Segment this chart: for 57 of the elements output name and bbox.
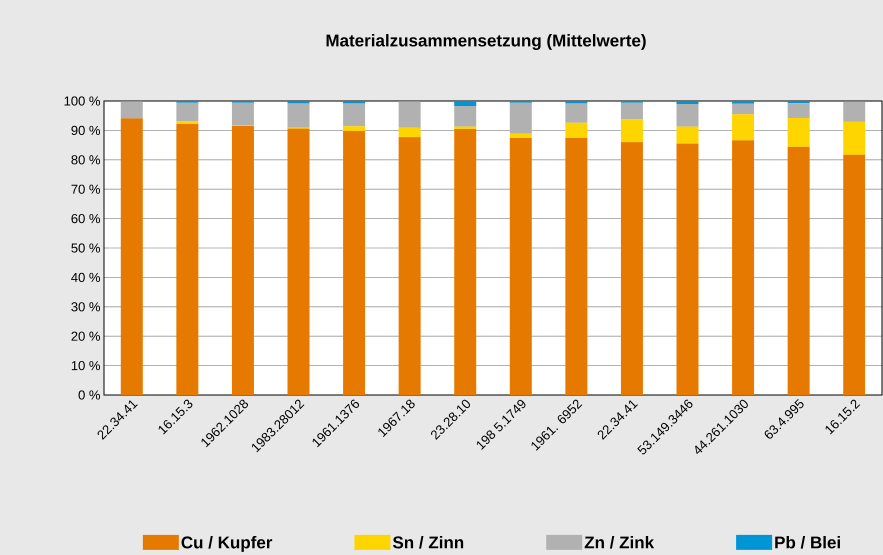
- y-tick-label: 70 %: [72, 184, 100, 194]
- bar: [788, 146, 810, 396]
- bar: [176, 102, 198, 122]
- bar: [676, 101, 699, 104]
- legend-label: Sn / Zinn: [392, 536, 464, 549]
- y-tick-label: 60 %: [72, 214, 100, 224]
- bar: [565, 138, 588, 396]
- y-tick-label: 0 %: [78, 390, 100, 400]
- bar: [732, 101, 754, 104]
- bar: [454, 101, 476, 106]
- legend-label: Zn / Zink: [584, 536, 654, 549]
- bar: [732, 140, 754, 396]
- bar: [343, 130, 366, 396]
- bar: [454, 106, 476, 127]
- bar: [676, 104, 699, 127]
- bar: [843, 122, 866, 155]
- bar: [676, 126, 699, 144]
- bar: [565, 122, 588, 138]
- bar: [510, 134, 532, 138]
- bar: [454, 128, 476, 396]
- bar: [843, 154, 866, 396]
- bar: [620, 142, 643, 396]
- y-tick-label: 20 %: [72, 332, 100, 341]
- bar: [120, 102, 143, 118]
- y-tick-label: 10 %: [72, 361, 100, 370]
- y-tick-label: 90 %: [71, 126, 100, 136]
- legend-label: Pb / Blei: [775, 536, 840, 549]
- bar: [232, 102, 254, 126]
- bar: [510, 138, 532, 396]
- bar: [176, 124, 198, 396]
- bar: [510, 102, 532, 134]
- bar: [288, 103, 310, 128]
- bar: [732, 114, 754, 140]
- y-tick-label: 30 %: [71, 302, 100, 312]
- bar: [788, 118, 810, 147]
- bar: [398, 128, 421, 138]
- bar: [343, 126, 366, 131]
- bar: [676, 144, 699, 396]
- y-tick-label: 40 %: [71, 272, 100, 282]
- bar: [176, 121, 198, 124]
- bar: [732, 104, 754, 114]
- bar: [620, 102, 643, 120]
- legend-label: Cu / Kupfer: [182, 536, 272, 552]
- bar: [843, 102, 866, 122]
- bar: [398, 137, 421, 396]
- y-tick-label: 100 %: [64, 96, 100, 106]
- bar: [343, 103, 366, 126]
- bar: [398, 102, 421, 128]
- y-tick-label: 80 %: [71, 155, 100, 164]
- y-tick-label: 50 %: [71, 243, 100, 253]
- bar: [620, 119, 643, 142]
- bar: [288, 128, 310, 396]
- bar: [788, 103, 810, 118]
- bar: [565, 103, 588, 123]
- bar: [120, 118, 143, 396]
- bar: [232, 126, 254, 396]
- chart-title: Materialzusammensetzung (Mittelwerte): [326, 34, 646, 50]
